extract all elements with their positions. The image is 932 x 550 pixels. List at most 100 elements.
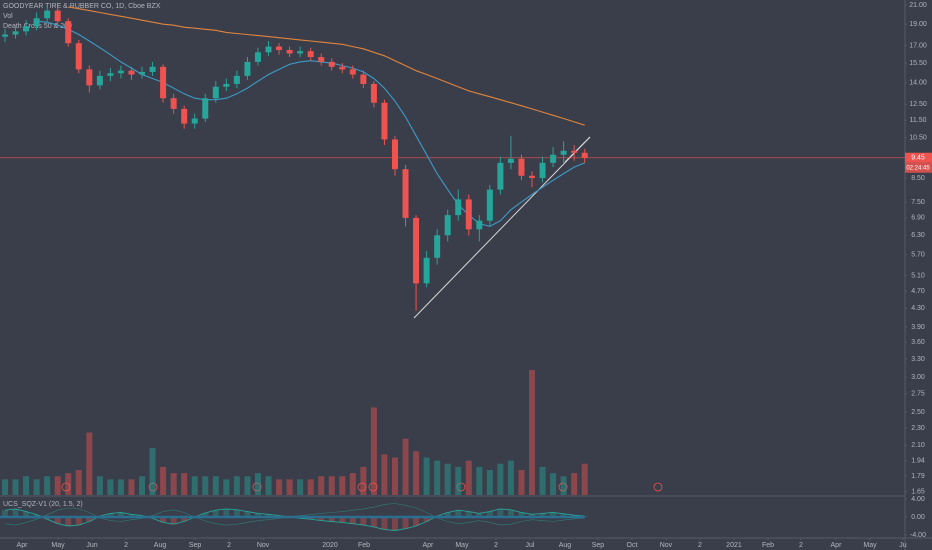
candle-body <box>581 152 588 158</box>
y-tick-label: 12.50 <box>909 101 927 108</box>
candle-body <box>86 69 93 86</box>
volume-bar <box>170 473 177 495</box>
volume-bar <box>286 479 293 495</box>
oscillator-bar <box>170 516 177 525</box>
candle-body <box>423 257 430 284</box>
oscillator-bar <box>254 513 261 517</box>
volume-bar <box>434 460 441 495</box>
oscillator-bar <box>86 516 93 522</box>
x-tick-label: Apr <box>831 542 843 549</box>
x-tick-label: Jul <box>525 542 534 549</box>
candle-body <box>139 71 146 75</box>
oscillator-bar <box>529 514 536 517</box>
y-tick-label: 4.00 <box>911 496 925 503</box>
price-label-box <box>905 152 932 163</box>
y-tick-label: 7.50 <box>911 199 925 206</box>
candle-body <box>465 199 472 230</box>
oscillator-bar <box>181 516 188 522</box>
candle-body <box>529 175 536 178</box>
candle-body <box>212 86 219 99</box>
oscillator-bar <box>265 514 272 517</box>
x-tick-label: 2 <box>799 542 803 549</box>
x-tick-label: Jun <box>86 542 97 549</box>
y-tick-label: 21.00 <box>909 2 927 9</box>
y-tick-label: 1.79 <box>911 473 925 480</box>
candle-body <box>539 162 546 178</box>
oscillator-bar <box>212 510 219 517</box>
y-tick-label: -4.00 <box>910 532 926 539</box>
x-tick-label: 2 <box>124 542 128 549</box>
oscillator-bar <box>223 508 230 517</box>
oscillator-bar <box>444 512 451 517</box>
oscillator-bar <box>107 513 114 517</box>
volume-bar <box>413 451 420 495</box>
y-tick-label: 15.50 <box>909 60 927 67</box>
oscillator-bar <box>465 511 472 517</box>
countdown-box <box>905 162 932 173</box>
y-tick-label: 11.50 <box>910 117 927 124</box>
candle-body <box>349 69 356 75</box>
volume-bar <box>160 466 167 495</box>
volume-bar <box>191 476 198 495</box>
candle-body <box>391 139 398 170</box>
oscillator-bar <box>455 510 462 517</box>
countdown: 02:24:45 <box>906 165 930 171</box>
y-tick-label: 2.10 <box>911 442 925 449</box>
volume-bar <box>455 466 462 495</box>
volume-bar <box>23 476 30 495</box>
x-tick-label: Aug <box>559 542 572 549</box>
candle-body <box>96 75 103 86</box>
candle-body <box>370 83 377 103</box>
candle-body <box>560 150 567 155</box>
oscillator-bar <box>518 512 525 517</box>
candle-body <box>571 150 578 153</box>
candle-body <box>413 217 420 284</box>
y-tick-label: 2.75 <box>911 391 925 398</box>
volume-bar <box>402 438 409 495</box>
volume-bar <box>86 432 93 495</box>
x-tick-label: Apr <box>423 542 435 549</box>
x-tick-label: Sep <box>592 542 605 549</box>
chart-title: GOODYEAR TIRE & RUBBER CO, 1D, Cboe BZX <box>3 3 161 10</box>
price-label: 9.45 <box>911 155 925 162</box>
oscillator-bar <box>360 516 367 526</box>
oscillator-bar <box>539 513 546 517</box>
volume-bar <box>96 476 103 495</box>
y-tick-label: 6.30 <box>911 232 925 239</box>
candle-body <box>444 215 451 236</box>
volume-bar <box>581 463 588 495</box>
candle-body <box>107 73 114 76</box>
x-tick-label: Feb <box>358 542 370 549</box>
candle-body <box>318 57 325 62</box>
x-tick-label: 2 <box>227 542 231 549</box>
x-tick-label: 2 <box>698 542 702 549</box>
volume-bar <box>54 476 61 495</box>
candle-body <box>33 18 40 27</box>
x-tick-label: Apr <box>17 542 29 549</box>
volume-bar <box>149 448 156 495</box>
volume-bar <box>391 457 398 495</box>
volume-bar <box>75 470 82 495</box>
oscillator-bar <box>476 513 483 517</box>
oscillator-bar <box>550 512 557 517</box>
moving-average <box>36 20 585 227</box>
candle-body <box>286 49 293 54</box>
y-tick-label: 2.30 <box>911 425 925 432</box>
candle-body <box>518 158 525 176</box>
y-tick-label: 3.60 <box>911 339 925 346</box>
y-tick-label: 10.50 <box>909 134 927 141</box>
volume-bar <box>465 460 472 495</box>
candle-body <box>434 235 441 258</box>
y-tick-label: 14.00 <box>909 79 927 86</box>
x-tick-label: Nov <box>257 542 270 549</box>
volume-bar <box>349 473 356 495</box>
oscillator-bar <box>318 516 325 521</box>
y-tick-label: 1.94 <box>911 457 925 464</box>
volume-bar <box>244 476 251 495</box>
candle-body <box>117 70 124 74</box>
candle-body <box>476 220 483 230</box>
volume-bar <box>181 473 188 495</box>
x-tick-label: May <box>863 542 877 549</box>
